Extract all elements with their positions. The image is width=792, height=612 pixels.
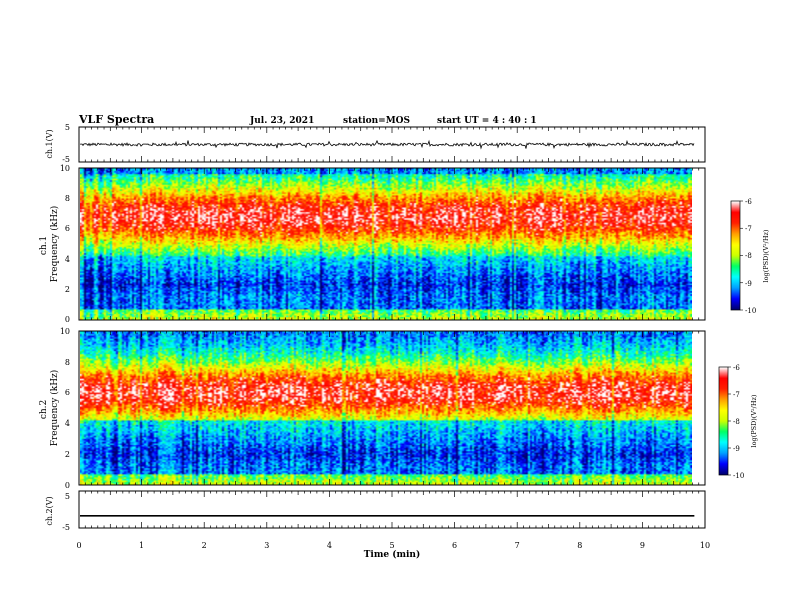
- start-time-label: start UT = 4 : 40 : 1: [437, 116, 537, 126]
- ch1-ytick-2: 2: [65, 285, 70, 294]
- ch2-spectrogram-panel: 0 2 4 6 8 10 ch.2 Frequency (kHz) -6 -7 …: [39, 327, 758, 490]
- ch1-waveform-ticks: [78, 127, 706, 162]
- ch1-colorbar-label: log(PSD)(V²/Hz): [762, 229, 770, 282]
- ch1-spectrogram-ylabel: ch.1 Frequency (kHz): [39, 206, 60, 283]
- ch2-ytick-8: 8: [65, 358, 70, 367]
- ch1-cbar-tick-10: -10: [745, 307, 756, 315]
- ch1-cbar-tick-8: -8: [745, 252, 752, 260]
- ch1-spectrogram-ticks: [78, 168, 706, 320]
- ch2-cbar-tick-9: -9: [733, 445, 740, 453]
- x-axis-label: Time (min): [364, 549, 421, 560]
- ch2-colorbar-label: log(PSD)(V²/Hz): [750, 394, 758, 447]
- x-tick-label-9: 9: [640, 541, 645, 550]
- ch1-ytick-8: 8: [65, 194, 70, 203]
- ch2-ytick-10: 10: [60, 327, 70, 336]
- x-tick-label-7: 7: [515, 541, 520, 550]
- x-tick-label-8: 8: [577, 541, 582, 550]
- ch1-ytick-10: 10: [60, 164, 70, 173]
- x-tick-label-0: 0: [76, 541, 81, 550]
- ch2-cbar-tick-7: -7: [733, 391, 740, 399]
- ch1-cbar-tick-9: -9: [745, 280, 752, 288]
- ch2-waveform-panel: 5 -5 ch.2(V): [45, 490, 706, 532]
- x-tick-label-3: 3: [264, 541, 269, 550]
- ch1-ylabel-line1: ch.1: [39, 236, 49, 255]
- ch2-ytick-bottom: -5: [62, 523, 70, 532]
- ch1-waveform-ylabel: ch.1(V): [45, 129, 54, 158]
- x-tick-label-5: 5: [389, 541, 394, 550]
- x-tick-label-4: 4: [327, 541, 332, 550]
- x-tick-labels: 0 1 2 3 4 5 6 7 8 9 10: [76, 541, 710, 550]
- ch1-ytick-4: 4: [65, 255, 70, 264]
- ch1-cbar-tick-6: -6: [745, 198, 752, 206]
- ch1-waveform-trace: [80, 139, 695, 150]
- ch2-ytick-4: 4: [65, 419, 70, 428]
- ch1-ylabel-line2: Frequency (kHz): [49, 206, 60, 283]
- ch2-ytick-0: 0: [65, 481, 70, 490]
- ch2-cbar-tick-6: -6: [733, 364, 740, 372]
- ch1-ytick-6: 6: [65, 224, 70, 233]
- date-label: Jul. 23, 2021: [249, 116, 314, 126]
- x-tick-label-10: 10: [700, 541, 710, 550]
- ch2-ytick-6: 6: [65, 388, 70, 397]
- x-tick-label-2: 2: [202, 541, 207, 550]
- ch2-spectrogram-ticks: [78, 331, 706, 485]
- ch2-ytick-2: 2: [65, 450, 70, 459]
- x-tick-label-1: 1: [139, 541, 144, 550]
- ch2-waveform-ylabel: ch.2(V): [45, 496, 54, 525]
- ch2-ytick-top: 5: [65, 492, 70, 501]
- ch2-spectrogram-image: [80, 331, 692, 485]
- ch2-spectrogram-ylabel: ch.2 Frequency (kHz): [39, 370, 60, 447]
- ch1-ytick-bottom: -5: [62, 155, 70, 164]
- x-tick-label-6: 6: [452, 541, 457, 550]
- ch1-ytick-0: 0: [65, 315, 70, 324]
- ch2-ylabel-line2: Frequency (kHz): [49, 370, 60, 447]
- ch1-colorbar-ticks: [740, 200, 743, 311]
- ch2-colorbar-ticks: [728, 366, 731, 476]
- ch2-ylabel-line1: ch.2: [39, 400, 49, 419]
- ch2-cbar-tick-10: -10: [733, 472, 744, 480]
- ch1-spectrogram-panel: 0 2 4 6 8 10 ch.1 Frequency (kHz) -6 -7 …: [39, 164, 770, 324]
- ch1-spectrogram-image: [80, 168, 692, 320]
- ch2-waveform-ticks: [78, 491, 706, 528]
- figure-title: VLF Spectra: [78, 113, 154, 126]
- ch1-waveform-panel: 5 -5 ch.1(V): [45, 123, 706, 164]
- ch2-colorbar: [719, 367, 728, 475]
- station-label: station=MOS: [343, 116, 410, 126]
- ch1-cbar-tick-7: -7: [745, 225, 752, 233]
- ch2-cbar-tick-8: -8: [733, 418, 740, 426]
- ch1-colorbar: [731, 201, 740, 310]
- ch1-ytick-top: 5: [65, 123, 70, 132]
